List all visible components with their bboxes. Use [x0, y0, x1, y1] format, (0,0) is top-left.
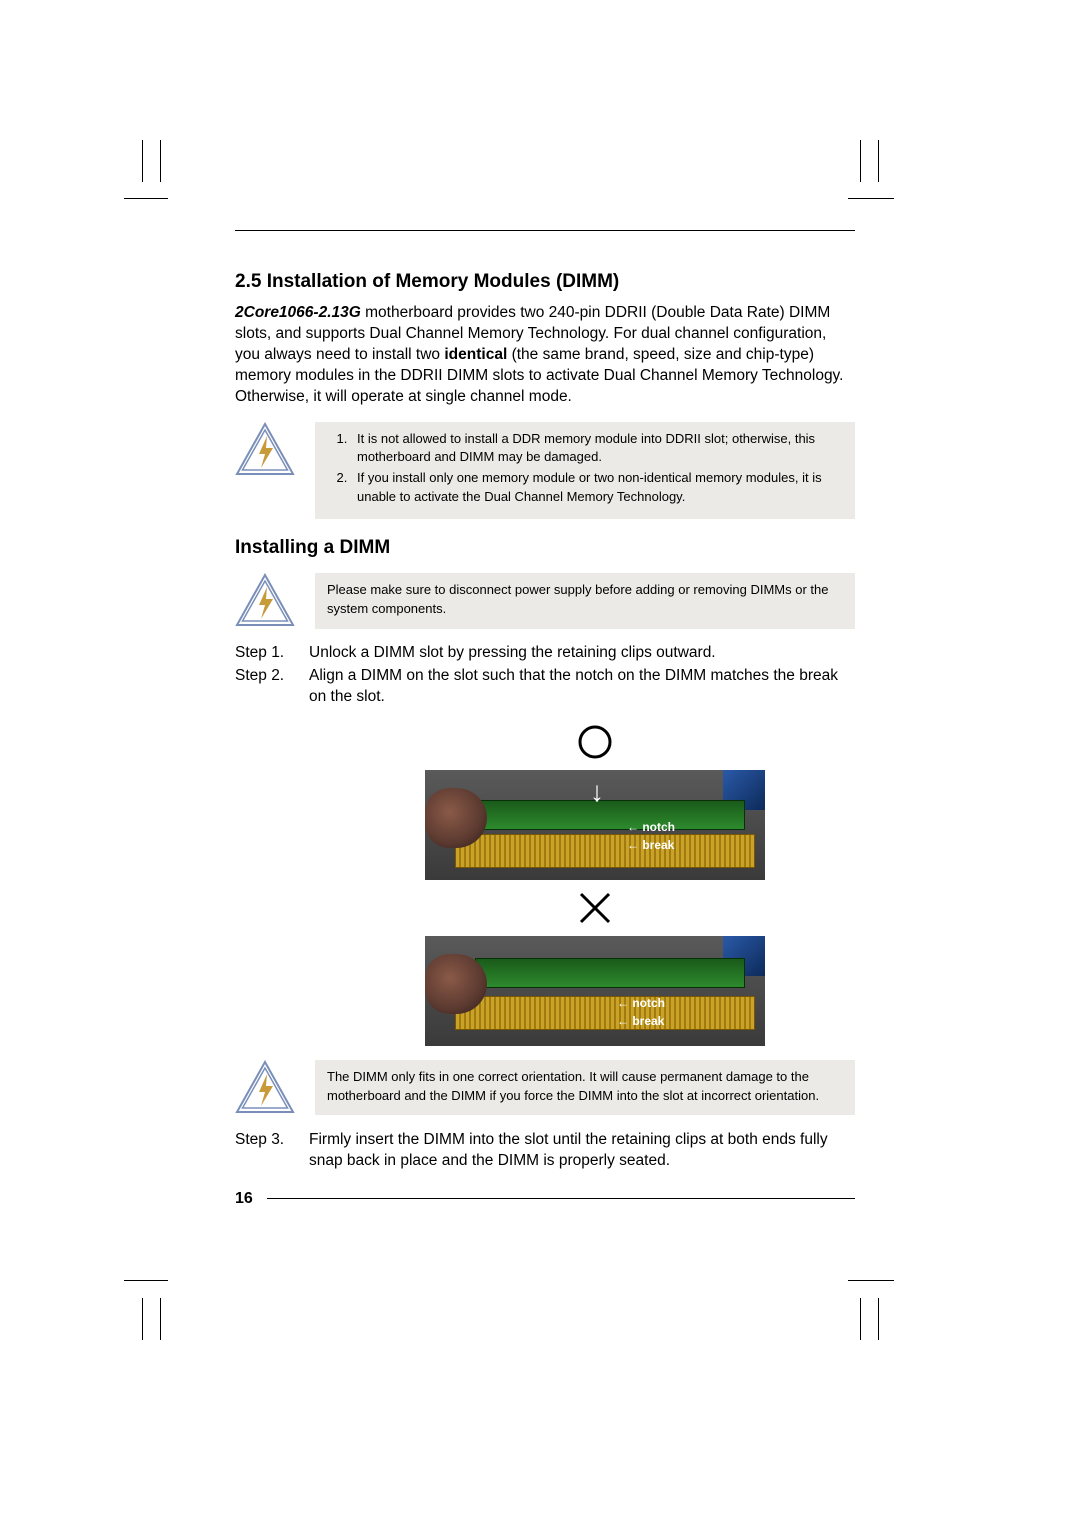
arrow-left-icon: ← — [627, 838, 639, 852]
intro-model: 2Core1066-2.13G — [235, 304, 361, 321]
correct-symbol-icon — [575, 722, 615, 762]
note-2-body: Please make sure to disconnect power sup… — [315, 573, 855, 629]
intro-identical: identical — [444, 346, 507, 363]
note-block-1: It is not allowed to install a DDR memor… — [235, 422, 855, 519]
arrow-left-icon: ← — [617, 996, 629, 1010]
step-1-label: Step 1. — [235, 643, 297, 664]
label-notch-2: notch — [632, 996, 665, 1010]
note-block-3: The DIMM only fits in one correct orient… — [235, 1060, 855, 1116]
step-3: Step 3. Firmly insert the DIMM into the … — [235, 1130, 855, 1172]
label-notch-1: notch — [642, 820, 675, 834]
intro-paragraph: 2Core1066-2.13G motherboard provides two… — [235, 303, 855, 408]
figure-block: ↓ ← notch ← break ← notch ← break — [335, 722, 855, 1046]
note-block-2: Please make sure to disconnect power sup… — [235, 573, 855, 629]
note-3-body: The DIMM only fits in one correct orient… — [315, 1060, 855, 1116]
incorrect-symbol-icon — [575, 888, 615, 928]
note-1-body: It is not allowed to install a DDR memor… — [315, 422, 855, 519]
note-1-item-2: If you install only one memory module or… — [351, 469, 843, 507]
arrow-down-icon: ↓ — [590, 776, 604, 808]
top-rule — [235, 230, 855, 231]
label-break-2: break — [632, 1014, 664, 1028]
arrow-left-icon: ← — [617, 1014, 629, 1028]
arrow-left-icon: ← — [627, 820, 639, 834]
page-footer: 16 — [235, 1190, 855, 1208]
lightning-icon — [235, 1060, 295, 1116]
subsection-title: Installing a DIMM — [235, 537, 855, 559]
figure-incorrect: ← notch ← break — [425, 936, 765, 1046]
step-3-label: Step 3. — [235, 1130, 297, 1172]
page-content: 2.5 Installation of Memory Modules (DIMM… — [235, 230, 855, 1208]
page-number: 16 — [235, 1190, 253, 1208]
label-break-1: break — [642, 838, 674, 852]
lightning-icon — [235, 573, 295, 629]
step-2-label: Step 2. — [235, 666, 297, 708]
section-title: 2.5 Installation of Memory Modules (DIMM… — [235, 271, 855, 293]
footer-rule — [267, 1198, 855, 1199]
step-2-text: Align a DIMM on the slot such that the n… — [309, 666, 855, 708]
figure-correct: ↓ ← notch ← break — [425, 770, 765, 880]
step-1-text: Unlock a DIMM slot by pressing the retai… — [309, 643, 855, 664]
note-1-item-1: It is not allowed to install a DDR memor… — [351, 430, 843, 468]
step-3-text: Firmly insert the DIMM into the slot unt… — [309, 1130, 855, 1172]
steps-1-2: Step 1. Unlock a DIMM slot by pressing t… — [235, 643, 855, 708]
lightning-icon — [235, 422, 295, 478]
